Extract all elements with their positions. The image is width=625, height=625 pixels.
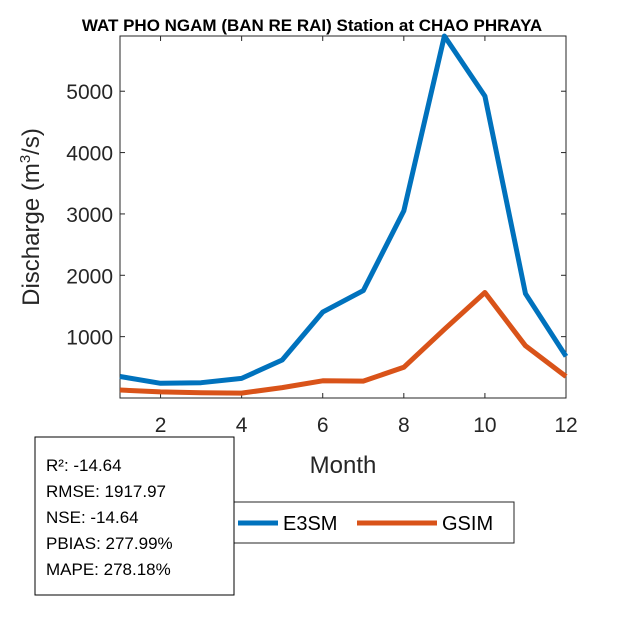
series-layer xyxy=(119,33,569,396)
y-tick-label: 4000 xyxy=(66,143,113,166)
y-axis-label: Discharge (m3/s) xyxy=(17,128,45,306)
chart-title: WAT PHO NGAM (BAN RE RAI) Station at CHA… xyxy=(82,16,542,35)
x-tick-label: 6 xyxy=(317,414,329,437)
y-tick-label: 1000 xyxy=(66,327,113,350)
metric-line: MAPE: 278.18% xyxy=(46,560,171,579)
y-axis-label-main: Discharge (m xyxy=(18,163,45,306)
x-tick-label: 8 xyxy=(398,414,410,437)
x-tick-label: 4 xyxy=(236,414,248,437)
x-tick-label: 12 xyxy=(554,414,577,437)
metrics-box-frame xyxy=(34,436,235,596)
y-tick-label: 3000 xyxy=(66,204,113,227)
legend-label-e3sm: E3SM xyxy=(283,513,337,535)
plot-area xyxy=(119,35,567,399)
x-tick-label: 10 xyxy=(473,414,496,437)
metrics-box: R²: -14.64 RMSE: 1917.97 NSE: -14.64 PBIAS:… xyxy=(34,436,235,596)
axis-ticks: 2 4 6 8 10 12 1000 2000 3000 4000 5000 xyxy=(66,36,578,437)
y-tick-label: 2000 xyxy=(66,265,113,288)
metric-line: PBIAS: 277.99% xyxy=(46,534,173,553)
legend: E3SM GSIM xyxy=(227,501,515,544)
x-axis-label: Month xyxy=(310,452,377,479)
metric-line: NSE: -14.64 xyxy=(46,508,139,527)
x-tick-label: 2 xyxy=(155,414,167,437)
legend-label-gsim: GSIM xyxy=(442,513,493,535)
series-line-e3sm xyxy=(119,33,569,386)
y-tick-label: 5000 xyxy=(66,81,113,104)
y-axis-label-tail: /s) xyxy=(18,128,45,155)
y-axis-label-superscript: 3 xyxy=(17,155,34,163)
metric-line: R²: -14.64 xyxy=(46,456,122,475)
metric-line: RMSE: 1917.97 xyxy=(46,482,166,501)
series-line-gsim xyxy=(119,290,568,396)
